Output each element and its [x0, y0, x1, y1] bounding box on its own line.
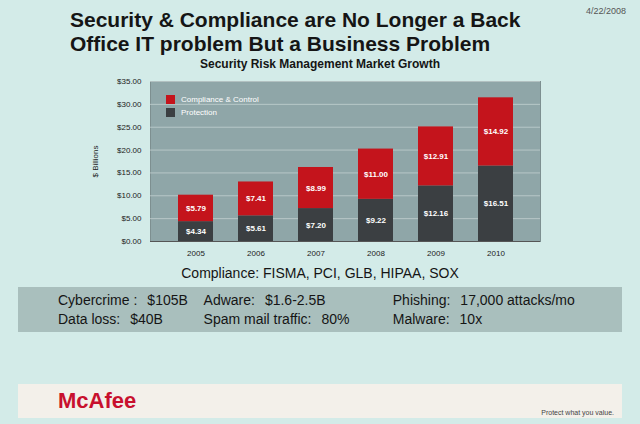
- svg-text:$35.00: $35.00: [117, 77, 142, 86]
- svg-text:$16.51: $16.51: [484, 199, 509, 208]
- svg-text:$30.00: $30.00: [117, 100, 142, 109]
- html-text:80%: 80%: [321, 311, 350, 327]
- html-text:Security & Compliance are No L: Security & Compliance are No Longer a Ba…: [70, 8, 521, 55]
- svg-text:$25.00: $25.00: [117, 123, 142, 132]
- svg-text:2005: 2005: [187, 249, 205, 258]
- html-text:Cybercrime :: Cybercrime :: [58, 292, 138, 308]
- svg-text:$0.00: $0.00: [121, 237, 142, 246]
- html-text:Protect what you value.: Protect what you value.: [541, 409, 614, 416]
- svg-text:$15.00: $15.00: [117, 168, 142, 177]
- svg-text:$20.00: $20.00: [117, 146, 142, 155]
- svg-text:$5.79: $5.79: [186, 204, 207, 213]
- html-text:Phishing:: Phishing:: [392, 292, 451, 308]
- html-text:Compliance & Control: Compliance & Control: [181, 95, 259, 104]
- svg-text:$11.00: $11.00: [364, 170, 389, 179]
- svg-text:$9.22: $9.22: [366, 216, 387, 225]
- svg-text:$10.00: $10.00: [117, 191, 142, 200]
- html-text:17,000 attacks/mo: 17,000 attacks/mo: [460, 292, 575, 308]
- svg-text:$4.34: $4.34: [186, 227, 207, 236]
- svg-text:$12.16: $12.16: [424, 209, 449, 218]
- svg-text:$8.99: $8.99: [306, 184, 327, 193]
- svg-text:2008: 2008: [367, 249, 385, 258]
- svg-text:2006: 2006: [247, 249, 265, 258]
- svg-text:$7.41: $7.41: [246, 194, 267, 203]
- svg-text:$ Billions: $ Billions: [91, 145, 100, 177]
- svg-text:$5.00: $5.00: [121, 214, 142, 223]
- svg-text:2009: 2009: [427, 249, 445, 258]
- html-text:4/22/2008: 4/22/2008: [586, 6, 626, 16]
- svg-text:$5.61: $5.61: [246, 224, 267, 233]
- html-text:$1.6-2.5B: $1.6-2.5B: [264, 292, 326, 308]
- html-text:Spam mail traffic:: Spam mail traffic:: [203, 311, 312, 327]
- svg-text:$7.20: $7.20: [306, 221, 327, 230]
- svg-text:2010: 2010: [487, 249, 505, 258]
- html-text:Protection: Protection: [181, 108, 217, 117]
- html-text:Data loss:: Data loss:: [58, 311, 121, 327]
- html-text:$105B: $105B: [147, 292, 188, 308]
- html-text:Compliance: FISMA, PCI, GLB, H: Compliance: FISMA, PCI, GLB, HIPAA, SOX: [181, 265, 459, 281]
- html-text:Security Risk Management Marke: Security Risk Management Market Growth: [200, 57, 440, 71]
- html-text:McAfee: McAfee: [58, 388, 137, 413]
- svg-text:2007: 2007: [307, 249, 325, 258]
- html-text:$40B: $40B: [130, 311, 163, 327]
- html-text:Adware:: Adware:: [203, 292, 255, 308]
- svg-text:$14.92: $14.92: [484, 127, 509, 136]
- svg-text:$12.91: $12.91: [424, 152, 449, 161]
- html-text:10x: 10x: [459, 311, 483, 327]
- html-text:Malware:: Malware:: [392, 311, 450, 327]
